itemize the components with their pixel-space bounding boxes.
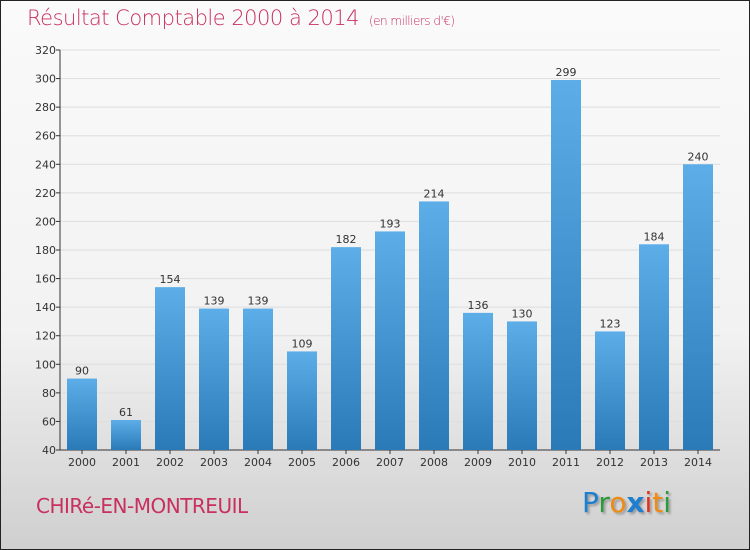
x-tick-label: 2002 [156, 456, 184, 469]
x-tick-label: 2009 [464, 456, 492, 469]
y-tick-label: 300 [35, 73, 56, 86]
data-label: 299 [556, 66, 577, 79]
bar-2008 [419, 201, 449, 450]
city-name: CHIRé-EN-MONTREUIL [36, 494, 248, 518]
y-tick-label: 100 [35, 358, 56, 371]
x-tick-label: 2005 [288, 456, 316, 469]
bar-2006 [331, 247, 361, 450]
y-tick-label: 200 [35, 215, 56, 228]
y-tick-label: 280 [35, 101, 56, 114]
chart-title: Résultat Comptable 2000 à 2014 (en millie… [27, 6, 455, 30]
x-tick-label: 2011 [552, 456, 580, 469]
y-tick-label: 180 [35, 244, 56, 257]
proxiti-logo[interactable]: Proxiti [582, 486, 672, 519]
y-tick-label: 260 [35, 130, 56, 143]
bar-2007 [375, 231, 405, 450]
x-tick-label: 2012 [596, 456, 624, 469]
data-label: 90 [75, 365, 89, 378]
data-label: 154 [160, 273, 181, 286]
data-label: 109 [292, 337, 313, 350]
bar-2005 [287, 351, 317, 450]
x-tick-label: 2003 [200, 456, 228, 469]
data-label: 136 [468, 299, 489, 312]
y-tick-label: 60 [42, 415, 56, 428]
bar-2000 [67, 378, 97, 450]
data-label: 182 [336, 233, 357, 246]
x-tick-label: 2006 [332, 456, 360, 469]
data-label: 130 [512, 307, 533, 320]
x-tick-label: 2008 [420, 456, 448, 469]
y-tick-label: 40 [42, 444, 56, 457]
bar-2011 [551, 80, 581, 450]
data-label: 123 [600, 317, 621, 330]
y-tick-label: 160 [35, 273, 56, 286]
x-tick-label: 2004 [244, 456, 272, 469]
bar-2009 [463, 312, 493, 450]
bar-2013 [639, 244, 669, 450]
y-tick-label: 140 [35, 301, 56, 314]
bar-2012 [595, 331, 625, 450]
data-label: 184 [644, 230, 665, 243]
x-tick-label: 2013 [640, 456, 668, 469]
bar-2002 [155, 287, 185, 450]
x-tick-label: 2010 [508, 456, 536, 469]
bar-2001 [111, 420, 141, 450]
y-tick-label: 320 [35, 44, 56, 57]
data-label: 139 [204, 295, 225, 308]
x-tick-label: 2000 [68, 456, 96, 469]
bar-2004 [243, 308, 273, 450]
data-label: 214 [424, 187, 445, 200]
unit-label: (en milliers d'€) [368, 14, 455, 28]
y-tick-label: 120 [35, 330, 56, 343]
x-tick-label: 2014 [684, 456, 712, 469]
data-label: 61 [119, 406, 133, 419]
bar-2003 [199, 308, 229, 450]
y-tick-label: 80 [42, 387, 56, 400]
bar-2010 [507, 321, 537, 450]
bar-2014 [683, 164, 713, 451]
y-tick-label: 220 [35, 187, 56, 200]
title-text: Résultat Comptable 2000 à 2014 [27, 6, 359, 30]
data-label: 139 [248, 295, 269, 308]
data-label: 193 [380, 217, 401, 230]
x-tick-label: 2007 [376, 456, 404, 469]
data-label: 240 [688, 150, 709, 163]
y-tick-label: 240 [35, 158, 56, 171]
x-tick-label: 2001 [112, 456, 140, 469]
